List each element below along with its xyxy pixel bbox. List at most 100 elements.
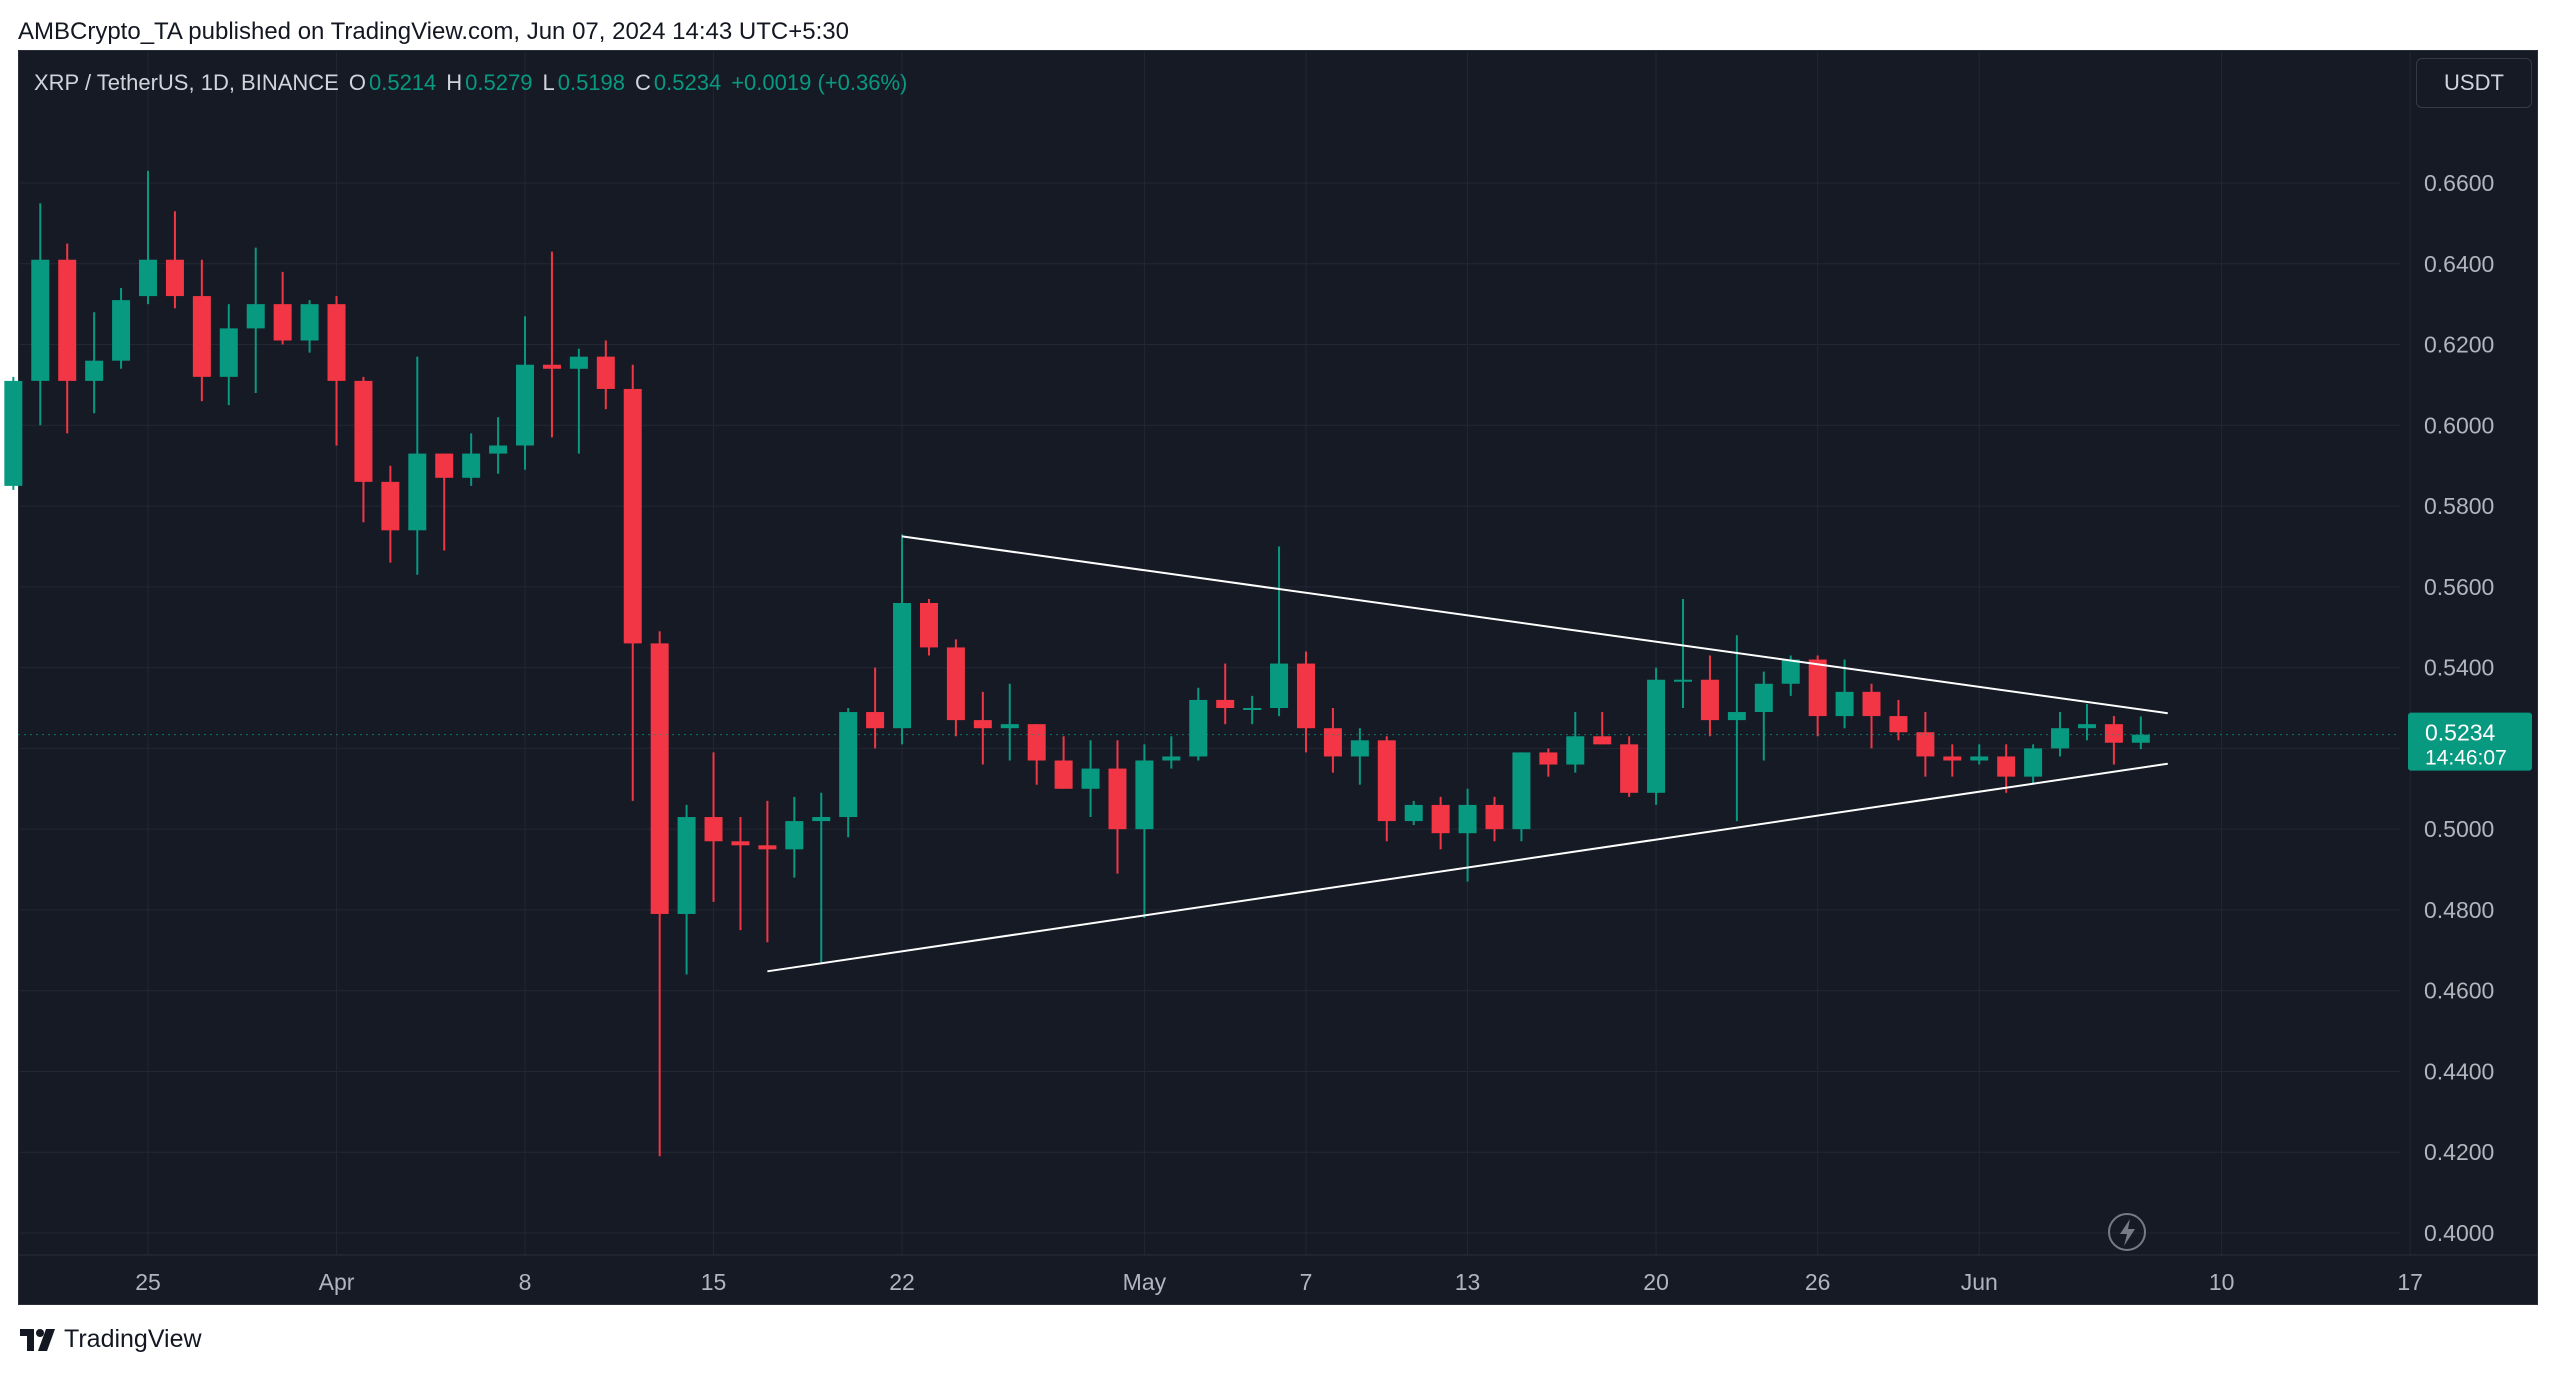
x-tick-label: 8 <box>519 1269 532 1295</box>
candle-body <box>623 388 642 644</box>
x-tick-label: 22 <box>889 1269 915 1295</box>
legend-change: +0.0019 (+0.36%) <box>731 70 908 95</box>
candle-body <box>31 259 50 381</box>
x-tick-label: 26 <box>1805 1269 1831 1295</box>
candle-body <box>2024 748 2043 777</box>
candle-body <box>381 481 400 531</box>
y-tick-label: 0.6000 <box>2424 412 2494 438</box>
candle-body <box>1674 679 1693 682</box>
legend-open: O 0.5214 <box>348 70 437 95</box>
candle-body <box>919 603 938 648</box>
candle-body <box>58 259 77 381</box>
candle-body <box>704 817 723 842</box>
x-tick-label: 7 <box>1300 1269 1313 1295</box>
candle-body <box>1216 699 1235 708</box>
symbol-legend: XRP / TetherUS, 1D, BINANCE O 0.5214 H 0.5… <box>34 70 907 96</box>
candle-body <box>1512 752 1531 830</box>
candle-body <box>1458 804 1477 834</box>
candle-body <box>1323 728 1342 757</box>
candle-body <box>1377 740 1396 822</box>
candle-body <box>1943 756 1962 761</box>
x-tick-label: 20 <box>1643 1269 1669 1295</box>
candle-body <box>839 712 858 818</box>
candle-body <box>542 364 561 369</box>
candle-body <box>596 356 615 389</box>
candle-body <box>1027 724 1046 761</box>
candle-body <box>1081 768 1100 789</box>
candle-body <box>112 300 131 361</box>
candle-body <box>1350 740 1369 757</box>
price-badge <box>2408 712 2532 771</box>
candle-body <box>1296 663 1315 729</box>
candle-body <box>327 304 346 381</box>
candle-body <box>489 445 508 454</box>
y-tick-label: 0.5800 <box>2424 493 2494 519</box>
x-tick-label: 17 <box>2397 1269 2423 1295</box>
tradingview-logo-icon <box>20 1328 55 1351</box>
candle-body <box>1162 756 1181 761</box>
candle-body <box>4 380 23 486</box>
candle-body <box>2131 734 2150 743</box>
candle-body <box>2104 724 2123 743</box>
candle-body <box>1754 683 1773 713</box>
candle-body <box>1431 804 1450 834</box>
candle-body <box>300 304 319 341</box>
candle-body <box>1781 659 1800 684</box>
candle-body <box>219 328 238 377</box>
y-tick-label: 0.5000 <box>2424 816 2494 842</box>
lightning-icon[interactable] <box>2108 1213 2146 1251</box>
candle-body <box>1000 724 1019 729</box>
candle-body <box>516 364 535 446</box>
price-badge-value: 0.5234 <box>2425 720 2496 746</box>
y-tick-label: 0.4800 <box>2424 897 2494 923</box>
y-tick-label: 0.6600 <box>2424 170 2494 196</box>
candle-body <box>273 304 292 341</box>
candle-body <box>1243 708 1262 710</box>
candle-body <box>408 453 427 531</box>
x-tick-label: 10 <box>2209 1269 2235 1295</box>
candle-body <box>1808 659 1827 717</box>
candle-body <box>139 259 157 297</box>
candle-body <box>1862 691 1881 717</box>
candle-body <box>893 603 912 729</box>
candle-body <box>677 817 696 914</box>
price-badge-countdown: 14:46:07 <box>2425 747 2507 770</box>
y-tick-label: 0.6400 <box>2424 251 2494 277</box>
candle-body <box>1916 732 1935 757</box>
y-tick-label: 0.4000 <box>2424 1220 2494 1246</box>
candle-body <box>1566 736 1585 765</box>
candle-body <box>812 817 831 822</box>
y-tick-label: 0.5400 <box>2424 655 2494 681</box>
candle-body <box>866 712 885 729</box>
candle-body <box>85 360 104 381</box>
candle-body <box>1647 679 1666 793</box>
legend-close: C 0.5234 <box>635 70 722 95</box>
candle-body <box>1620 744 1639 793</box>
candle-body <box>354 380 373 482</box>
legend-high: H 0.5279 <box>446 70 533 95</box>
x-tick-label: May <box>1123 1269 1167 1295</box>
y-tick-label: 0.5600 <box>2424 574 2494 600</box>
symbol-title[interactable]: XRP / TetherUS, 1D, BINANCE <box>34 70 339 95</box>
currency-button[interactable]: USDT <box>2416 58 2532 108</box>
y-tick-label: 0.4200 <box>2424 1139 2494 1165</box>
candle-body <box>1539 752 1558 765</box>
candle-body <box>1835 691 1854 717</box>
candle-body <box>569 356 588 369</box>
candle-body <box>1485 804 1504 830</box>
candle-body <box>758 845 777 850</box>
publisher-line: AMBCrypto_TA published on TradingView.co… <box>18 18 849 45</box>
candle-body <box>946 647 965 721</box>
trendline-lower <box>767 762 2168 973</box>
candle-body <box>1700 679 1719 721</box>
candle-body <box>165 259 184 297</box>
candle-body <box>435 453 454 478</box>
candle-body <box>1593 736 1612 745</box>
tradingview-logo[interactable]: TradingView <box>20 1325 202 1354</box>
candle-body <box>1727 712 1746 721</box>
candle-body <box>785 821 804 850</box>
candle-body <box>1404 804 1423 822</box>
candle-body <box>2077 724 2096 729</box>
footer-brand: TradingView <box>64 1325 202 1353</box>
